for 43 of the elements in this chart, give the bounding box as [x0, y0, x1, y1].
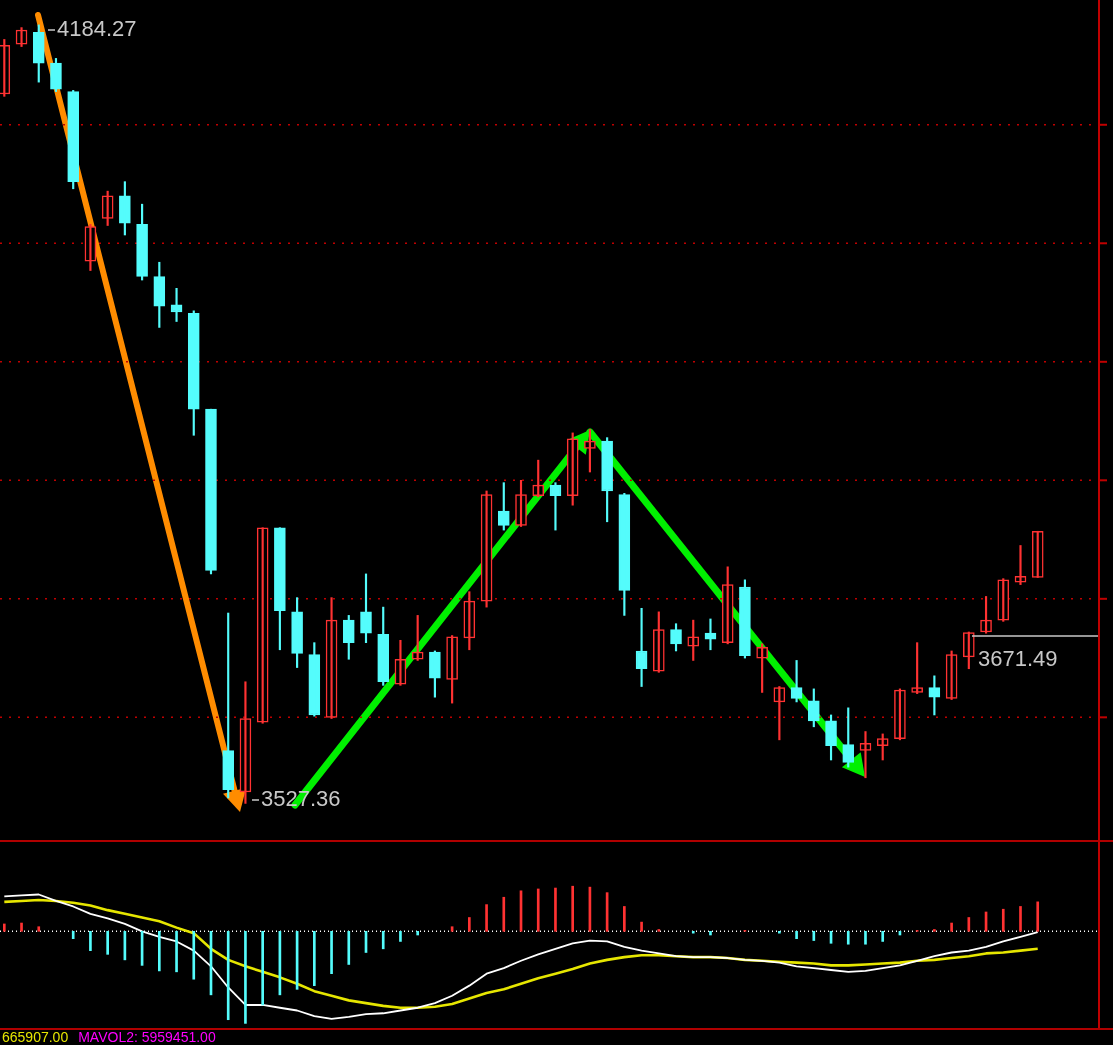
bar — [313, 930, 316, 986]
bar — [657, 929, 661, 932]
bar — [881, 930, 885, 942]
bar — [416, 930, 419, 936]
bar — [864, 930, 867, 945]
bar — [1001, 908, 1005, 932]
bar — [347, 930, 351, 965]
bar — [71, 930, 75, 940]
bar — [2, 923, 6, 932]
text: 665907.00 — [2, 1029, 69, 1045]
bar — [261, 930, 264, 1006]
bar — [795, 930, 798, 940]
bar — [623, 906, 626, 932]
bar — [1036, 901, 1040, 932]
bar — [950, 922, 953, 932]
bar — [106, 930, 109, 955]
bar — [381, 930, 385, 950]
bar — [226, 930, 230, 1021]
bar — [175, 930, 178, 973]
bar — [709, 930, 712, 936]
bar — [330, 930, 333, 974]
bar — [571, 885, 575, 932]
bar — [20, 922, 23, 932]
bar — [812, 930, 816, 941]
bar — [536, 888, 540, 932]
bar — [502, 896, 506, 932]
bar — [846, 930, 850, 945]
bar — [89, 930, 92, 951]
bar — [1019, 906, 1022, 932]
annotation: 3671.49 — [978, 646, 1058, 672]
bar — [399, 930, 402, 942]
bar — [967, 917, 971, 932]
bar — [244, 930, 247, 1024]
bar — [554, 887, 557, 932]
bar — [157, 930, 161, 972]
bar — [37, 926, 41, 932]
bar — [468, 917, 471, 932]
bar — [933, 929, 936, 932]
bar — [640, 921, 643, 932]
annotation: 4184.27 — [57, 16, 137, 42]
text: MAVOL2: 5959451.00 — [78, 1029, 216, 1045]
bar — [192, 930, 196, 980]
bar — [485, 904, 488, 932]
